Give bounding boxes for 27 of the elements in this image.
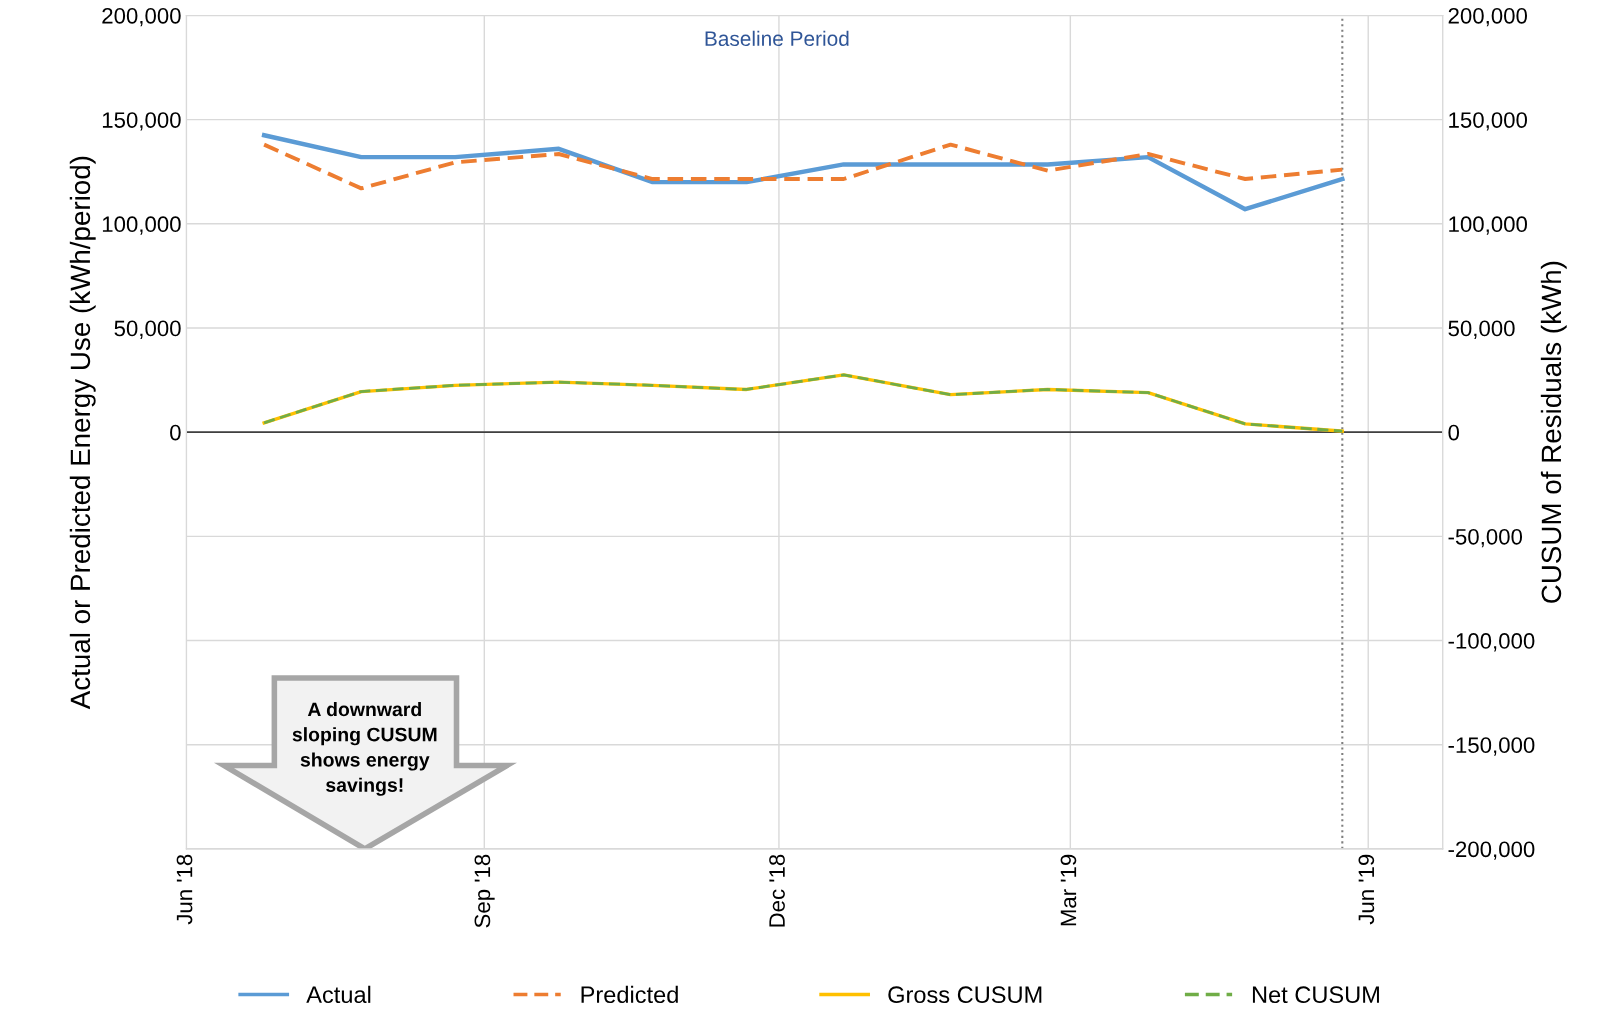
x-tick-label: Mar '19	[1060, 854, 1077, 926]
y2-tick-label: -150,000	[1448, 737, 1535, 756]
legend-label: Gross CUSUM	[888, 986, 1042, 1004]
y-tick-label: 200,000	[102, 7, 181, 27]
y2-tick-label: -50,000	[1448, 528, 1523, 548]
y-axis-title: Actual or Predicted Energy Use (kWh/period)	[69, 156, 96, 710]
y2-axis-title: CUSUM of Residuals (kWh)	[1540, 261, 1567, 603]
legend-label: Predicted	[581, 985, 678, 1004]
legend-label: Actual	[306, 985, 371, 1004]
y2-tick-label: 100,000	[1449, 216, 1528, 235]
y2-tick-label: 50,000	[1448, 320, 1515, 339]
y2-tick-label: 200,000	[1448, 7, 1528, 27]
y-tick-label: 0	[170, 424, 181, 441]
legend-label: Net CUSUM	[1252, 986, 1379, 1004]
x-tick-label: Jun '18	[176, 854, 193, 925]
y2-tick-label: -100,000	[1448, 633, 1535, 652]
annotation: A downward sloping CUSUM shows energy savings!	[292, 701, 437, 796]
y-tick-label: 50,000	[114, 320, 181, 339]
y-tick-label: 150,000	[102, 112, 181, 131]
annotation: Baseline Period	[705, 30, 849, 47]
y-tick-label: 100,000	[102, 216, 181, 235]
x-tick-label: Sep '18	[474, 854, 495, 928]
x-tick-label: Dec '18	[769, 854, 785, 927]
y2-tick-label: 150,000	[1449, 112, 1528, 131]
y2-tick-label: 0	[1448, 424, 1460, 441]
y2-tick-label: -200,000	[1448, 841, 1535, 860]
x-tick-label: Jun '19	[1358, 854, 1375, 925]
